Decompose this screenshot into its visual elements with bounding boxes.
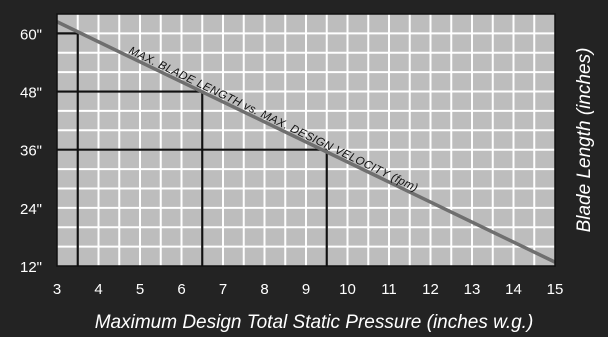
x-axis-label: Maximum Design Total Static Pressure (in…	[95, 312, 534, 333]
plot-border	[56, 13, 556, 267]
x-tick-label: 12	[422, 281, 439, 298]
y-tick-label: 48"	[20, 85, 42, 102]
x-tick-label: 13	[464, 281, 481, 298]
x-tick-label: 11	[381, 281, 397, 298]
x-tick-labels: 3 4 5 6 7 8 9 10 11 12 13 14 15	[53, 281, 564, 298]
y-tick-label: 12"	[20, 259, 42, 276]
x-tick-label: 15	[547, 281, 564, 298]
y-tick-labels: 12" 24" 36" 48" 60"	[20, 26, 42, 276]
series-line	[56, 20, 556, 264]
x-tick-label: 9	[302, 281, 310, 298]
x-tick-label: 10	[339, 281, 356, 298]
x-tick-label: 6	[177, 281, 185, 298]
y-tick-label: 24"	[20, 201, 42, 218]
series-group	[56, 20, 556, 264]
x-tick-label: 14	[505, 281, 522, 298]
y-tick-label: 60"	[20, 26, 42, 43]
reference-lines	[57, 32, 328, 266]
x-tick-label: 7	[219, 281, 227, 298]
x-tick-label: 4	[94, 281, 102, 298]
x-tick-label: 8	[260, 281, 268, 298]
x-tick-label: 5	[136, 281, 144, 298]
y-axis-label: Blade Length (inches)	[574, 48, 595, 233]
x-tick-label: 3	[53, 281, 61, 298]
y-tick-label: 36"	[20, 143, 42, 160]
